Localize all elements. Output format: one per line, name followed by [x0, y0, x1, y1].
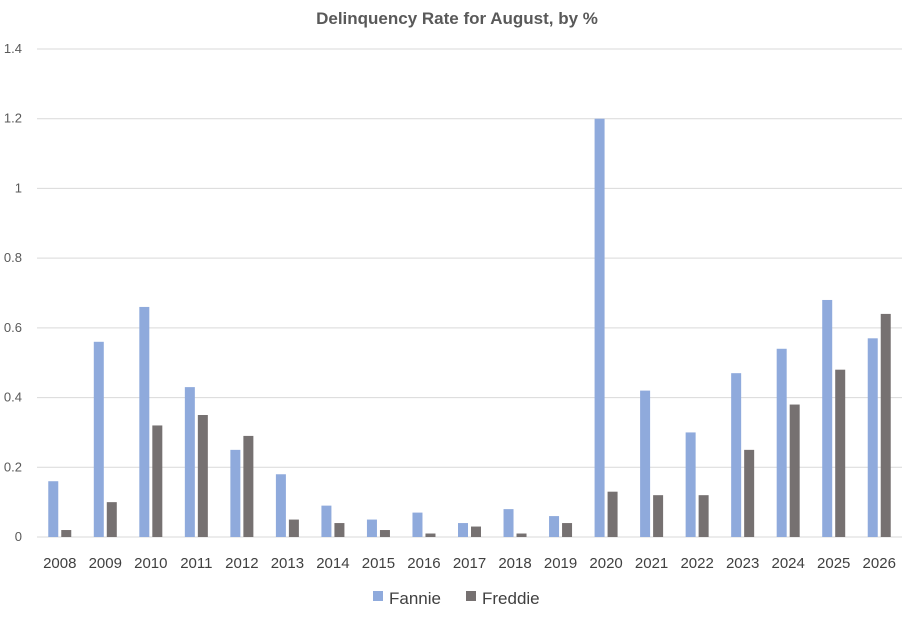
- bar-fannie-2012: [230, 449, 241, 537]
- x-category-label: 2019: [544, 555, 577, 572]
- x-category-label: 2016: [407, 555, 440, 572]
- bar-fannie-2019: [549, 516, 560, 537]
- x-category-label: 2013: [271, 555, 304, 572]
- bar-freddie-2016: [425, 533, 436, 537]
- chart-title: Delinquency Rate for August, by %: [316, 9, 598, 28]
- y-tick-label: 0.6: [4, 320, 22, 335]
- bar-fannie-2009: [93, 341, 104, 537]
- bar-freddie-2013: [288, 519, 299, 537]
- y-tick-label: 1.4: [4, 41, 22, 56]
- bar-freddie-2012: [243, 435, 254, 537]
- x-category-label: 2025: [817, 555, 850, 572]
- y-tick-label: 0.4: [4, 390, 22, 405]
- x-category-label: 2020: [589, 555, 622, 572]
- x-category-label: 2015: [362, 555, 395, 572]
- x-category-label: 2024: [771, 555, 804, 572]
- x-category-label: 2012: [225, 555, 258, 572]
- bar-fannie-2018: [503, 509, 514, 537]
- x-axis-categories: 2008 2009 2010 2011 2012 2013 2014 2015 2016 2017…: [43, 555, 896, 572]
- legend-swatch-fannie: [373, 591, 383, 601]
- bar-fannie-2023: [731, 373, 742, 537]
- bar-fannie-2014: [321, 505, 332, 537]
- bar-freddie-2022: [698, 495, 709, 537]
- bar-freddie-2020: [607, 491, 618, 537]
- bar-fannie-2025: [822, 299, 833, 537]
- bar-fannie-2024: [776, 348, 787, 537]
- bar-freddie-2008: [61, 530, 72, 537]
- x-category-label: 2026: [863, 555, 896, 572]
- bar-freddie-2021: [653, 495, 664, 537]
- x-category-label: 2011: [180, 555, 212, 572]
- bar-fannie-2010: [139, 306, 150, 537]
- bar-fannie-2013: [275, 474, 286, 537]
- bar-freddie-2009: [106, 502, 117, 537]
- legend-label-freddie: Freddie: [482, 589, 540, 608]
- bar-freddie-2015: [379, 530, 390, 537]
- x-category-label: 2014: [316, 555, 349, 572]
- legend-swatch-freddie: [466, 591, 476, 601]
- bars: [48, 118, 891, 537]
- legend: Fannie Freddie: [373, 589, 540, 608]
- x-category-label: 2008: [43, 555, 76, 572]
- x-category-label: 2023: [726, 555, 759, 572]
- x-category-label: 2018: [498, 555, 531, 572]
- y-tick-label: 0.2: [4, 459, 22, 474]
- bar-freddie-2025: [835, 369, 846, 537]
- bar-fannie-2021: [640, 390, 651, 537]
- bar-fannie-2016: [412, 512, 423, 537]
- bar-fannie-2022: [685, 432, 696, 537]
- bar-fannie-2020: [594, 118, 605, 537]
- gridlines: [37, 48, 902, 538]
- x-category-label: 2021: [635, 555, 668, 572]
- bar-freddie-2019: [562, 523, 573, 537]
- y-tick-label: 1: [15, 180, 22, 195]
- bar-freddie-2017: [471, 526, 481, 537]
- bar-fannie-2026: [867, 338, 878, 537]
- y-tick-label: 0.8: [4, 250, 22, 265]
- y-axis-ticks: 0 0.2 0.4 0.6 0.8 1 1.2 1.4: [4, 41, 22, 544]
- x-category-label: 2009: [89, 555, 122, 572]
- bar-freddie-2023: [744, 449, 755, 537]
- bar-freddie-2026: [880, 313, 891, 537]
- bar-fannie-2011: [184, 387, 195, 537]
- bar-freddie-2011: [197, 415, 208, 537]
- y-tick-label: 1.2: [4, 111, 22, 126]
- bar-freddie-2024: [789, 404, 800, 537]
- x-category-label: 2017: [453, 555, 486, 572]
- bar-fannie-2017: [458, 523, 468, 537]
- bar-freddie-2014: [334, 523, 345, 537]
- x-category-label: 2022: [680, 555, 713, 572]
- bar-freddie-2018: [516, 533, 527, 537]
- y-tick-label: 0: [15, 529, 22, 544]
- bar-fannie-2015: [366, 519, 377, 537]
- x-category-label: 2010: [134, 555, 167, 572]
- bar-freddie-2010: [152, 425, 163, 537]
- legend-label-fannie: Fannie: [389, 589, 441, 608]
- bar-fannie-2008: [48, 481, 59, 537]
